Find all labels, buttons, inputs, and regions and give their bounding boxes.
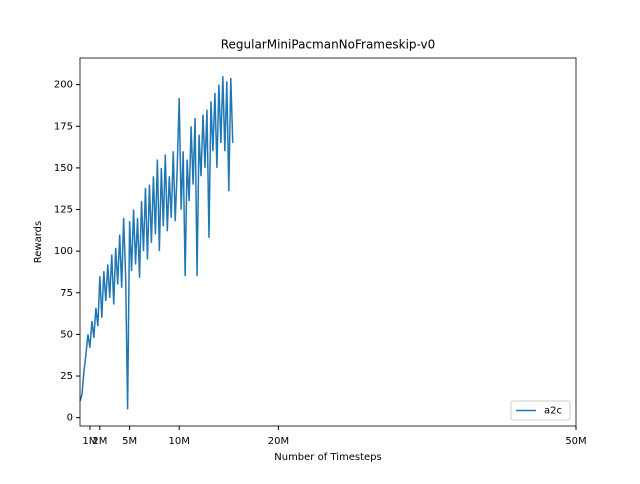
y-tick-label: 50 bbox=[60, 329, 73, 340]
x-axis-label: Number of Timesteps bbox=[274, 452, 381, 463]
y-tick-label: 125 bbox=[54, 205, 73, 216]
y-tick-label: 75 bbox=[60, 288, 73, 299]
plot-frame bbox=[79, 57, 577, 427]
x-tick-label: 50M bbox=[565, 436, 586, 447]
y-tick-label: 25 bbox=[60, 371, 73, 382]
x-tick-label: 5M bbox=[122, 436, 137, 447]
y-tick-label: 0 bbox=[67, 413, 73, 424]
x-tick-label: 1M bbox=[82, 436, 97, 447]
line-series bbox=[79, 76, 234, 410]
y-tick-label: 175 bbox=[54, 121, 73, 132]
legend-box bbox=[510, 400, 571, 421]
chart-title: RegularMiniPacmanNoFrameskip-v0 bbox=[221, 38, 436, 52]
y-tick-label: 150 bbox=[54, 163, 73, 174]
y-tick-label: 200 bbox=[54, 80, 73, 91]
y-tick-label: 100 bbox=[54, 246, 73, 257]
legend-label: a2c bbox=[544, 406, 562, 417]
x-tick-label: 20M bbox=[268, 436, 289, 447]
x-tick-label: 10M bbox=[169, 436, 190, 447]
x-tick-label: 2M bbox=[92, 436, 107, 447]
y-axis-label: Rewards bbox=[33, 221, 44, 263]
